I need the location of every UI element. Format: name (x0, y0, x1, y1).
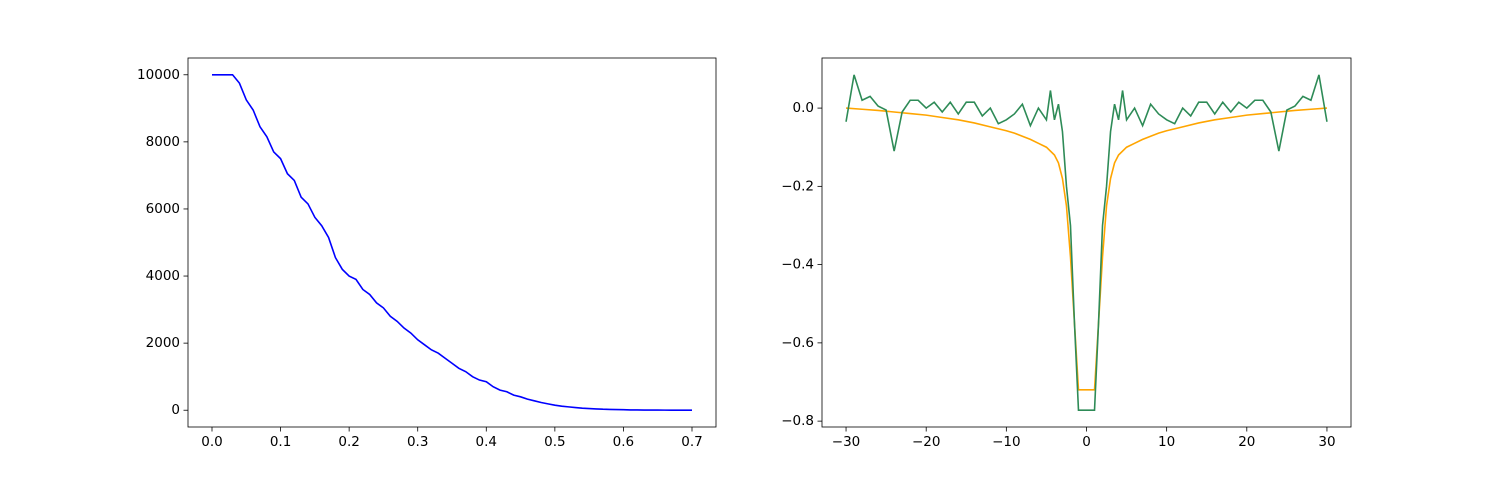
x-tick-label: 0.2 (338, 434, 359, 450)
x-tick-label: 0.3 (407, 434, 428, 450)
line (212, 73, 693, 412)
x-tick-label: 0.7 (681, 434, 702, 450)
x-tick-label: 0.4 (476, 434, 497, 450)
y-tick-label: −0.8 (781, 413, 814, 429)
x-tick-label: 0.0 (201, 434, 222, 450)
x-tick-label: −20 (912, 434, 941, 450)
y-tick-label: −0.6 (781, 335, 814, 351)
line (845, 107, 1328, 391)
y-tick-label: 6000 (146, 201, 180, 217)
line (845, 74, 1328, 411)
y-tick-label: 4000 (146, 268, 180, 284)
x-tick-label: 30 (1318, 434, 1335, 450)
y-tick-label: 8000 (146, 134, 180, 150)
x-tick-label: −30 (832, 434, 861, 450)
x-tick-label: 0.1 (270, 434, 291, 450)
x-tick-label: 20 (1238, 434, 1255, 450)
y-tick-label: 0.0 (793, 100, 814, 116)
y-tick-label: 0 (171, 402, 180, 418)
y-tick-label: −0.4 (781, 257, 814, 273)
y-tick-label: 2000 (146, 335, 180, 351)
x-tick-label: −10 (992, 434, 1021, 450)
x-tick-label: 10 (1158, 434, 1175, 450)
x-tick-label: 0.6 (613, 434, 634, 450)
axes-frame (187, 57, 717, 428)
y-tick-label: −0.2 (781, 178, 814, 194)
x-tick-label: 0.5 (544, 434, 565, 450)
y-tick-label: 10000 (137, 67, 180, 83)
x-tick-label: 0 (1082, 434, 1091, 450)
